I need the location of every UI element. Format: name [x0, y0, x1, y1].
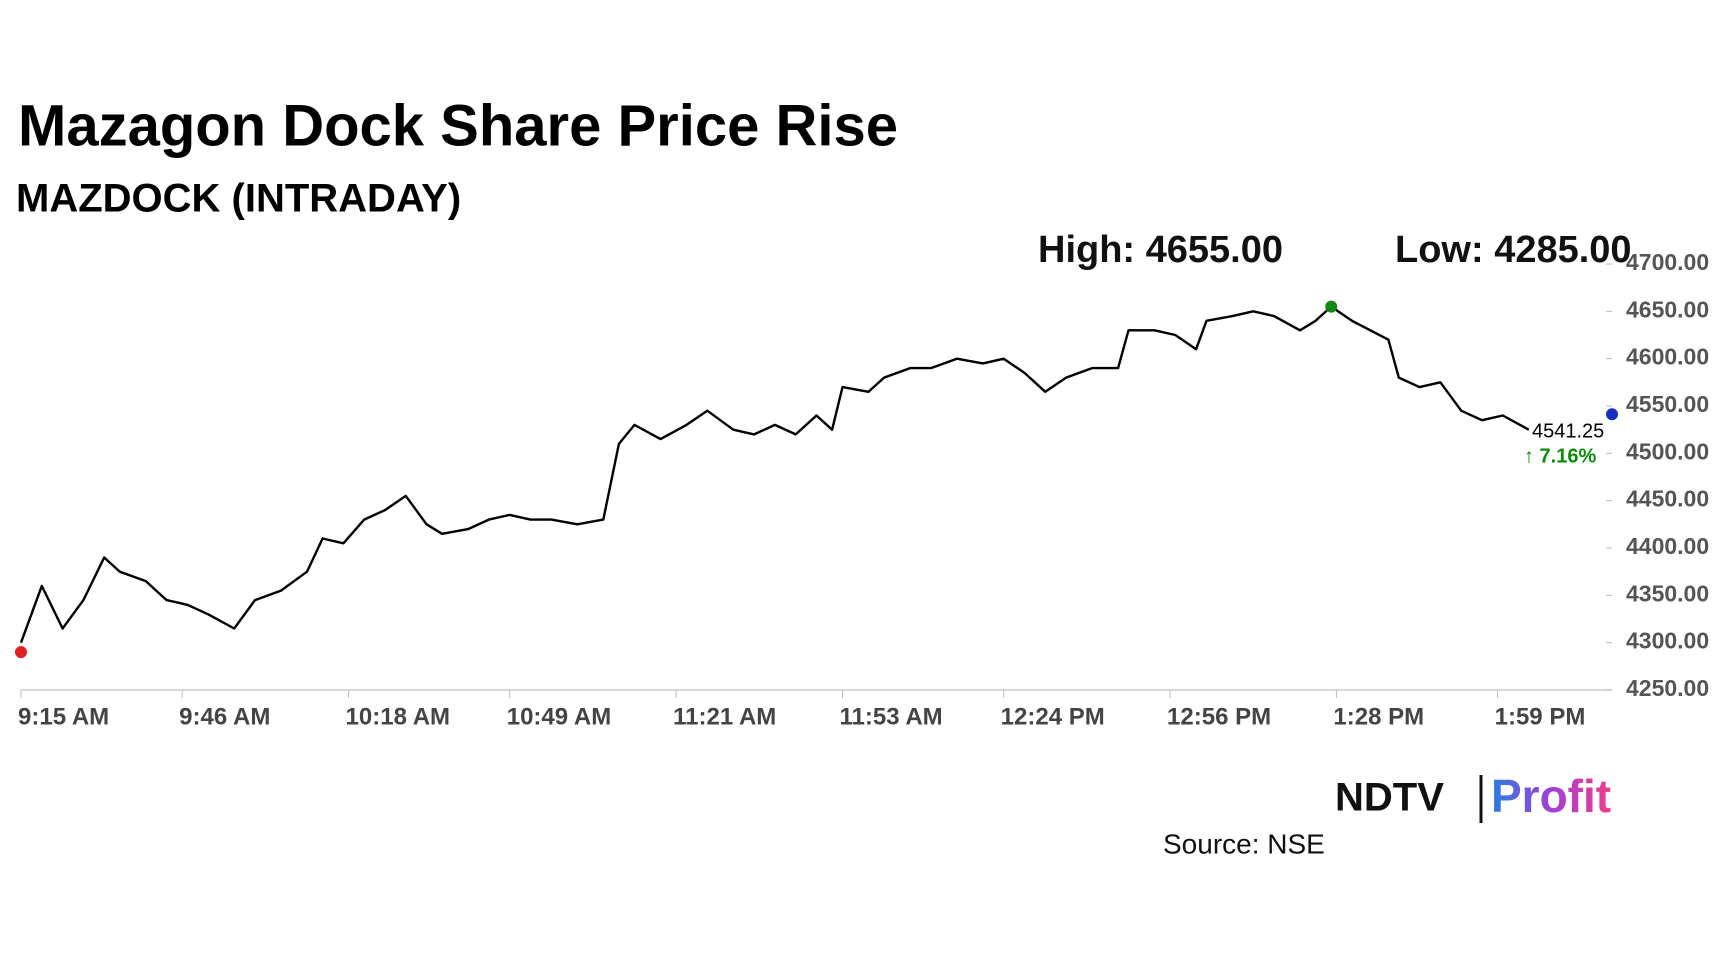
y-tick-label: 4650.00	[1626, 296, 1709, 322]
marker	[1325, 300, 1338, 313]
x-tick-label: 9:46 AM	[179, 703, 270, 730]
y-tick-label: 4350.00	[1626, 580, 1709, 606]
source: Source: NSE	[1163, 828, 1325, 859]
price-line	[19, 305, 1530, 644]
change-label: ↑ 7.16%	[1524, 445, 1596, 467]
x-tick-label: 12:24 PM	[1001, 703, 1105, 730]
marker	[1606, 408, 1618, 421]
brand-ndtv: NDTV	[1335, 776, 1444, 820]
chart-title: Mazagon Dock Share Price Rise	[18, 93, 898, 158]
y-tick-label: 4450.00	[1626, 486, 1709, 512]
y-tick-label: 4500.00	[1626, 438, 1709, 464]
x-tick-label: 12:56 PM	[1167, 703, 1271, 730]
x-tick-label: 10:49 AM	[507, 703, 611, 730]
y-tick-label: 4250.00	[1626, 675, 1709, 701]
x-tick-label: 11:21 AM	[673, 703, 776, 730]
brand-profit: Profit	[1491, 770, 1611, 822]
x-tick-label: 1:28 PM	[1333, 703, 1424, 730]
low-label: Low: 4285.00	[1395, 229, 1632, 271]
x-tick-label: 9:15 AM	[18, 703, 109, 730]
high-label: High: 4655.00	[1038, 229, 1283, 271]
last-price: 4541.25	[1532, 420, 1604, 442]
y-tick-label: 4400.00	[1626, 533, 1709, 559]
chart-subtitle: MAZDOCK (INTRADAY)	[16, 177, 461, 221]
marker	[15, 646, 27, 659]
y-tick-label: 4300.00	[1626, 628, 1709, 654]
x-tick-label: 10:18 AM	[346, 703, 450, 730]
x-tick-label: 1:59 PM	[1495, 703, 1586, 730]
y-tick-label: 4700.00	[1626, 249, 1709, 275]
y-tick-label: 4600.00	[1626, 344, 1709, 370]
y-tick-label: 4550.00	[1626, 391, 1709, 417]
x-tick-label: 11:53 AM	[839, 703, 942, 730]
